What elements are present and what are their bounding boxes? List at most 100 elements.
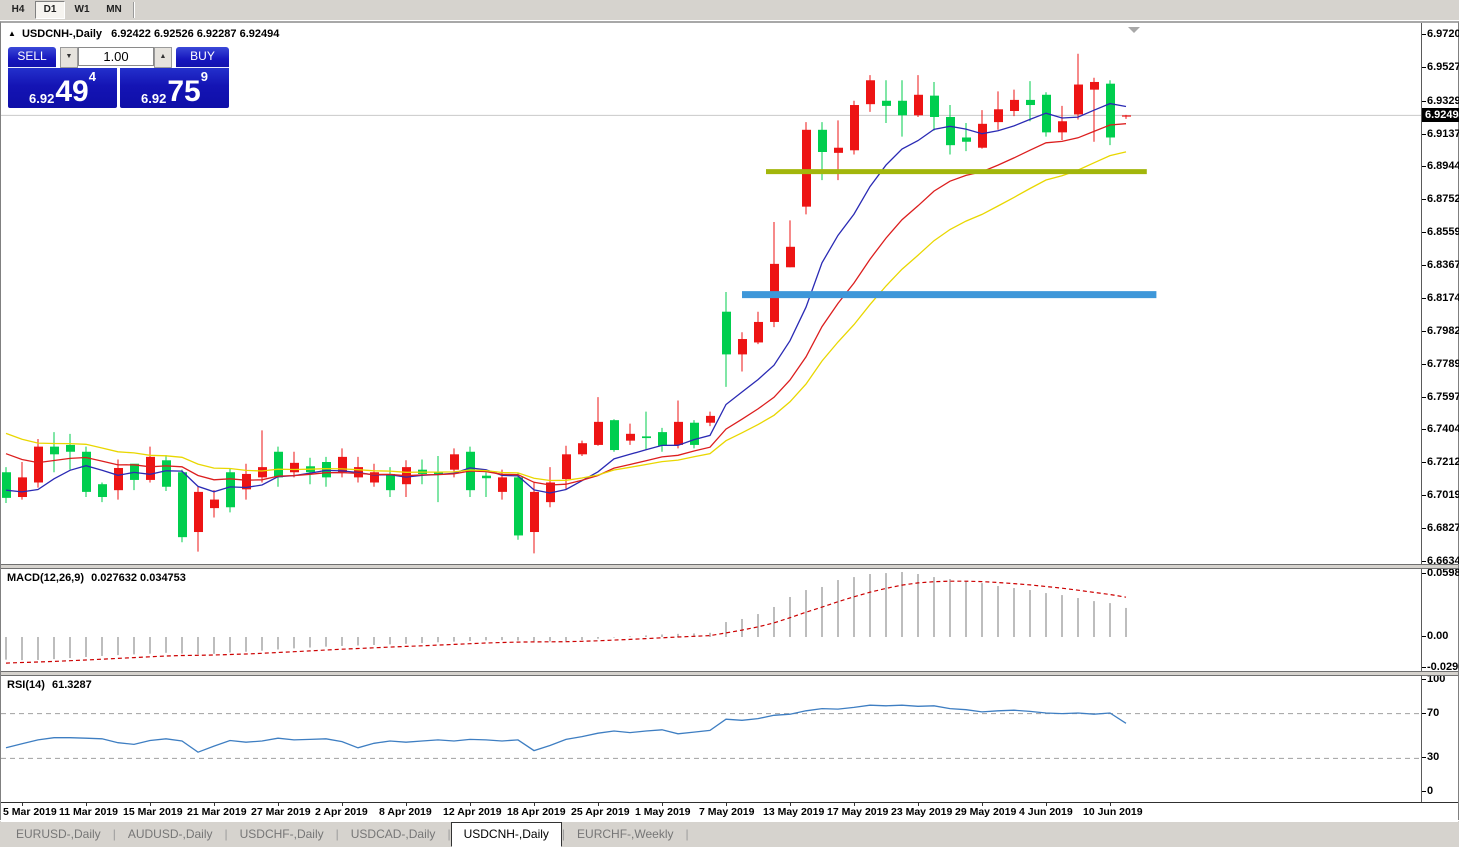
tab-separator: | bbox=[112, 827, 116, 841]
chart-tab-eurusd[interactable]: EURUSD-,Daily bbox=[16, 827, 101, 841]
candle bbox=[866, 75, 875, 112]
candle bbox=[786, 220, 795, 268]
macd-histogram-bar bbox=[565, 637, 567, 642]
timeframe-button-d1[interactable]: D1 bbox=[35, 1, 65, 19]
ma-fast-blue bbox=[5, 102, 1127, 494]
tab-separator: | bbox=[224, 827, 228, 841]
candle bbox=[386, 467, 395, 498]
macd-histogram-bar bbox=[293, 637, 295, 649]
macd-histogram-bar bbox=[789, 596, 791, 637]
date-tick-label: 12 Apr 2019 bbox=[443, 806, 502, 818]
macd-histogram-bar bbox=[389, 637, 391, 645]
macd-histogram-bar bbox=[245, 637, 247, 652]
macd-histogram-bar bbox=[53, 637, 55, 660]
candle bbox=[914, 75, 923, 117]
date-tick-label: 27 Mar 2019 bbox=[251, 806, 311, 818]
macd-histogram-bar bbox=[805, 590, 807, 637]
timeframe-button-h4[interactable]: H4 bbox=[11, 4, 25, 15]
sell-button[interactable]: SELL bbox=[8, 47, 56, 68]
chart-shift-marker-icon[interactable] bbox=[1128, 27, 1140, 33]
price-tick-label: 6.68270 bbox=[1422, 522, 1459, 534]
chart-tab-usdchf[interactable]: USDCHF-,Daily bbox=[239, 827, 324, 841]
tab-separator: | bbox=[685, 827, 689, 841]
candle bbox=[178, 469, 187, 543]
volume-input[interactable] bbox=[78, 47, 154, 66]
ma-slow-yellow bbox=[5, 151, 1127, 482]
chart-tab-eurchf[interactable]: EURCHF-,Weekly bbox=[577, 827, 674, 841]
date-tick-label: 21 Mar 2019 bbox=[187, 806, 247, 818]
candle bbox=[690, 420, 699, 449]
macd-values: 0.027632 0.034753 bbox=[91, 572, 186, 584]
macd-histogram-bar bbox=[517, 637, 519, 641]
macd-histogram-bar bbox=[85, 637, 87, 658]
candle bbox=[82, 446, 91, 498]
candle bbox=[706, 411, 715, 427]
chart-tab-usdcad[interactable]: USDCAD-,Daily bbox=[350, 827, 436, 841]
candle bbox=[402, 460, 411, 498]
macd-histogram-bar bbox=[853, 577, 855, 637]
candle bbox=[562, 445, 571, 490]
date-tick-mark bbox=[214, 803, 215, 806]
sell-price-display[interactable]: 6.92 49 4 bbox=[8, 68, 117, 108]
volume-increase-button[interactable]: ▲ bbox=[154, 47, 172, 68]
buy-price-display[interactable]: 6.92 75 9 bbox=[120, 68, 229, 108]
date-tick-label: 25 Apr 2019 bbox=[571, 806, 630, 818]
macd-histogram-bar bbox=[469, 637, 471, 642]
candle bbox=[226, 467, 235, 513]
date-tick-mark bbox=[278, 803, 279, 806]
macd-histogram-bar bbox=[149, 637, 151, 654]
date-tick-mark bbox=[406, 803, 407, 806]
macd-histogram-bar bbox=[1077, 598, 1079, 637]
candle bbox=[994, 91, 1003, 130]
volume-decrease-button[interactable]: ▼ bbox=[60, 47, 78, 68]
one-click-trading-panel: SELL ▼ ▲ BUY 6.92 49 4 6.92 75 9 bbox=[8, 47, 229, 108]
rsi-label: RSI(14) 61.3287 bbox=[7, 679, 92, 691]
date-tick-label: 11 Mar 2019 bbox=[59, 806, 118, 818]
macd-histogram-bar bbox=[1109, 603, 1111, 637]
date-tick-mark bbox=[982, 803, 983, 806]
macd-histogram-bar bbox=[741, 618, 743, 637]
date-tick-mark bbox=[854, 803, 855, 806]
macd-histogram-bar bbox=[629, 636, 631, 637]
candle bbox=[114, 459, 123, 500]
macd-histogram-bar bbox=[677, 633, 679, 637]
main-macd-divider[interactable] bbox=[1, 564, 1458, 569]
date-tick-label: 7 May 2019 bbox=[699, 806, 755, 818]
price-axis: 6.97200 6.95275 6.93295 6.91370 6.89445 6.875… bbox=[1421, 23, 1459, 802]
date-tick-mark bbox=[86, 803, 87, 806]
macd-histogram-bar bbox=[597, 637, 599, 639]
candle bbox=[754, 311, 763, 345]
timeframe-button-w1[interactable]: W1 bbox=[74, 4, 90, 15]
macd-histogram-bar bbox=[949, 579, 951, 637]
buy-price-sup: 9 bbox=[200, 69, 208, 84]
macd-tick-label: 0.0598 bbox=[1422, 567, 1459, 580]
date-tick-mark bbox=[342, 803, 343, 806]
macd-histogram-bar bbox=[197, 637, 199, 655]
candle bbox=[882, 80, 891, 123]
macd-histogram-bar bbox=[117, 637, 119, 656]
price-tick-label: 6.91370 bbox=[1422, 128, 1459, 140]
chart-canvas[interactable] bbox=[1, 23, 1421, 802]
macd-rsi-divider[interactable] bbox=[1, 671, 1458, 676]
macd-tick-label: 0.00 bbox=[1421, 630, 1449, 642]
toolbar-separator bbox=[133, 2, 135, 18]
date-tick-mark bbox=[470, 803, 471, 806]
macd-histogram-bar bbox=[1093, 601, 1095, 637]
macd-label: MACD(12,26,9) 0.027632 0.034753 bbox=[7, 572, 186, 584]
macd-histogram-bar bbox=[1061, 595, 1063, 637]
macd-histogram-bar bbox=[501, 637, 503, 641]
sell-price-big: 49 bbox=[55, 75, 89, 108]
macd-histogram-bar bbox=[933, 577, 935, 637]
date-tick-label: 8 Apr 2019 bbox=[379, 806, 432, 818]
rsi-name: RSI(14) bbox=[7, 679, 45, 691]
chart-tab-audusd[interactable]: AUDUSD-,Daily bbox=[127, 827, 213, 841]
chart-tab-usdcnh[interactable]: USDCNH-,Daily bbox=[450, 822, 562, 847]
macd-histogram-bar bbox=[21, 637, 23, 661]
macd-histogram-bar bbox=[261, 637, 263, 651]
date-tick-label: 17 May 2019 bbox=[827, 806, 889, 818]
candle bbox=[242, 463, 251, 500]
buy-button[interactable]: BUY bbox=[176, 47, 229, 68]
candle bbox=[514, 473, 523, 540]
macd-histogram-bar bbox=[917, 574, 919, 637]
timeframe-button-mn[interactable]: MN bbox=[106, 4, 122, 15]
